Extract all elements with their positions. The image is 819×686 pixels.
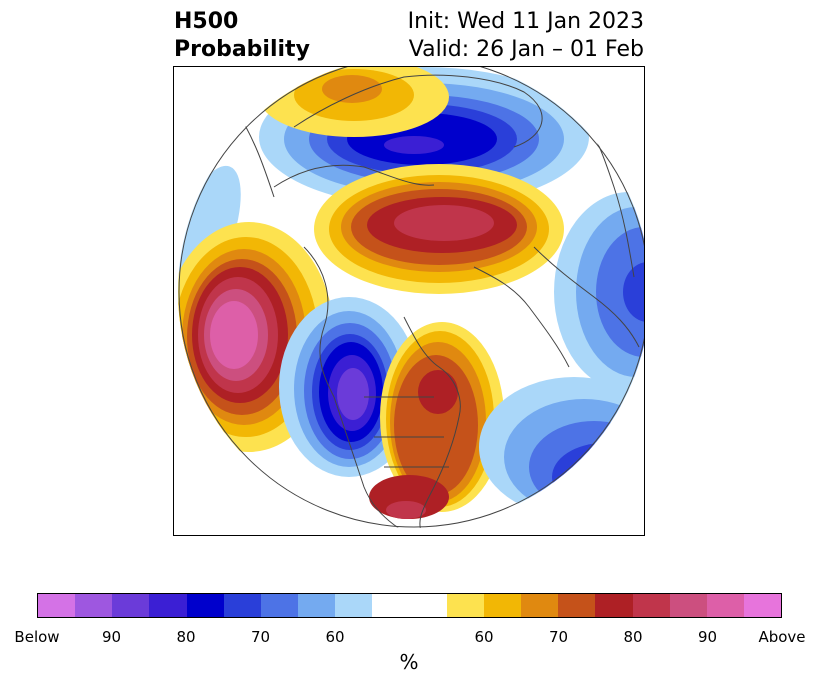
colorbar-cell: [260, 594, 299, 617]
colorbar-tick-label: 60: [325, 628, 345, 646]
colorbar-cell: [112, 594, 150, 617]
colorbar-cell: [706, 594, 744, 617]
colorbar-cell: [409, 594, 447, 617]
colorbar-cell: [483, 594, 522, 617]
colorbar-cell: [632, 594, 670, 617]
colorbar-cell: [38, 594, 76, 617]
positive-anomaly-east-america: [369, 322, 504, 519]
positive-anomaly-arctic: [314, 164, 564, 294]
map-title: H500 Probability: [174, 8, 310, 64]
colorbar: [37, 593, 782, 618]
colorbar-tick-label: 90: [697, 628, 718, 646]
colorbar-tick-label: 90: [101, 628, 122, 646]
colorbar-tick-label: 60: [474, 628, 494, 646]
colorbar-tick-label: 80: [176, 628, 196, 646]
title-line-1: H500: [174, 9, 239, 34]
negative-anomaly-west-america: [279, 297, 419, 477]
colorbar-cell: [595, 594, 633, 617]
colorbar-cell: [223, 594, 261, 617]
negative-anomaly-east: [554, 192, 644, 392]
colorbar-cell: [669, 594, 707, 617]
colorbar-cell: [372, 594, 410, 617]
colorbar-tick-label: 70: [548, 628, 569, 646]
colorbar-cell: [558, 594, 596, 617]
colorbar-cell: [521, 594, 559, 617]
colorbar-unit: %: [399, 650, 419, 674]
colorbar-tick-label: Above: [758, 628, 806, 646]
colorbar-tick-label: 70: [250, 628, 271, 646]
colorbar-cell: [149, 594, 187, 617]
valid-range: Valid: 26 Jan – 01 Feb: [408, 37, 644, 62]
colorbar-cell: [75, 594, 113, 617]
colorbar-tick-label: Below: [14, 628, 60, 646]
colorbar-cell: [298, 594, 336, 617]
probability-map: [178, 67, 644, 528]
title-line-2: Probability: [174, 37, 310, 62]
colorbar-cell: [743, 594, 782, 617]
colorbar-cell: [335, 594, 373, 617]
colorbar-cell: [446, 594, 484, 617]
map-dates: Init: Wed 11 Jan 2023 Valid: 26 Jan – 01…: [408, 8, 644, 64]
map-panel: [173, 66, 645, 536]
colorbar-cell: [186, 594, 224, 617]
colorbar-tick-label: 80: [623, 628, 643, 646]
init-date: Init: Wed 11 Jan 2023: [407, 9, 644, 34]
